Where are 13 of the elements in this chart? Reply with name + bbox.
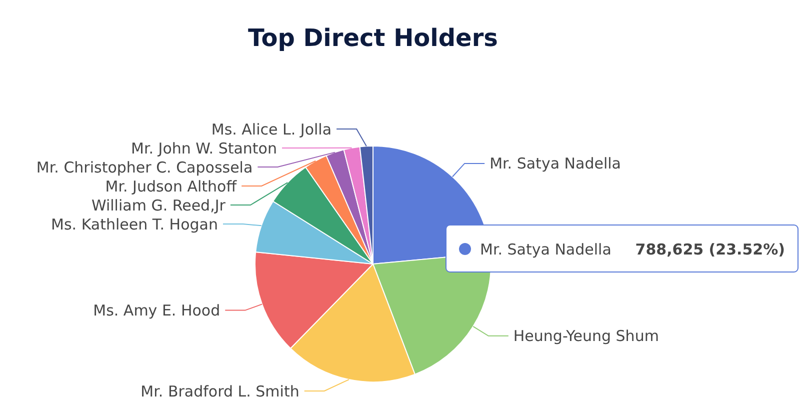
text: 788,625 (23.52%)	[635, 240, 785, 258]
slice-label: Heung-Yeung Shum	[513, 327, 659, 346]
slice-label: Ms. Amy E. Hood	[93, 302, 220, 320]
slice-label: Mr. John W. Stanton	[131, 139, 278, 158]
slice-label: Ms. Kathleen T. Hogan	[51, 215, 218, 234]
slice-label: Ms. Alice L. Jolla	[211, 120, 332, 138]
legend-label: Mr. Satya Nadella	[480, 240, 612, 258]
slice-label: Mr. Judson Althoff	[105, 177, 238, 196]
slice-label: William G. Reed,Jr	[91, 196, 226, 214]
slice-label: Mr. Christopher C. Capossela	[36, 158, 253, 176]
chart-title: Top Direct Holders	[248, 24, 498, 52]
slice-label: Mr. Bradford L. Smith	[140, 382, 300, 400]
slice-label: Mr. Satya Nadella	[490, 154, 621, 173]
